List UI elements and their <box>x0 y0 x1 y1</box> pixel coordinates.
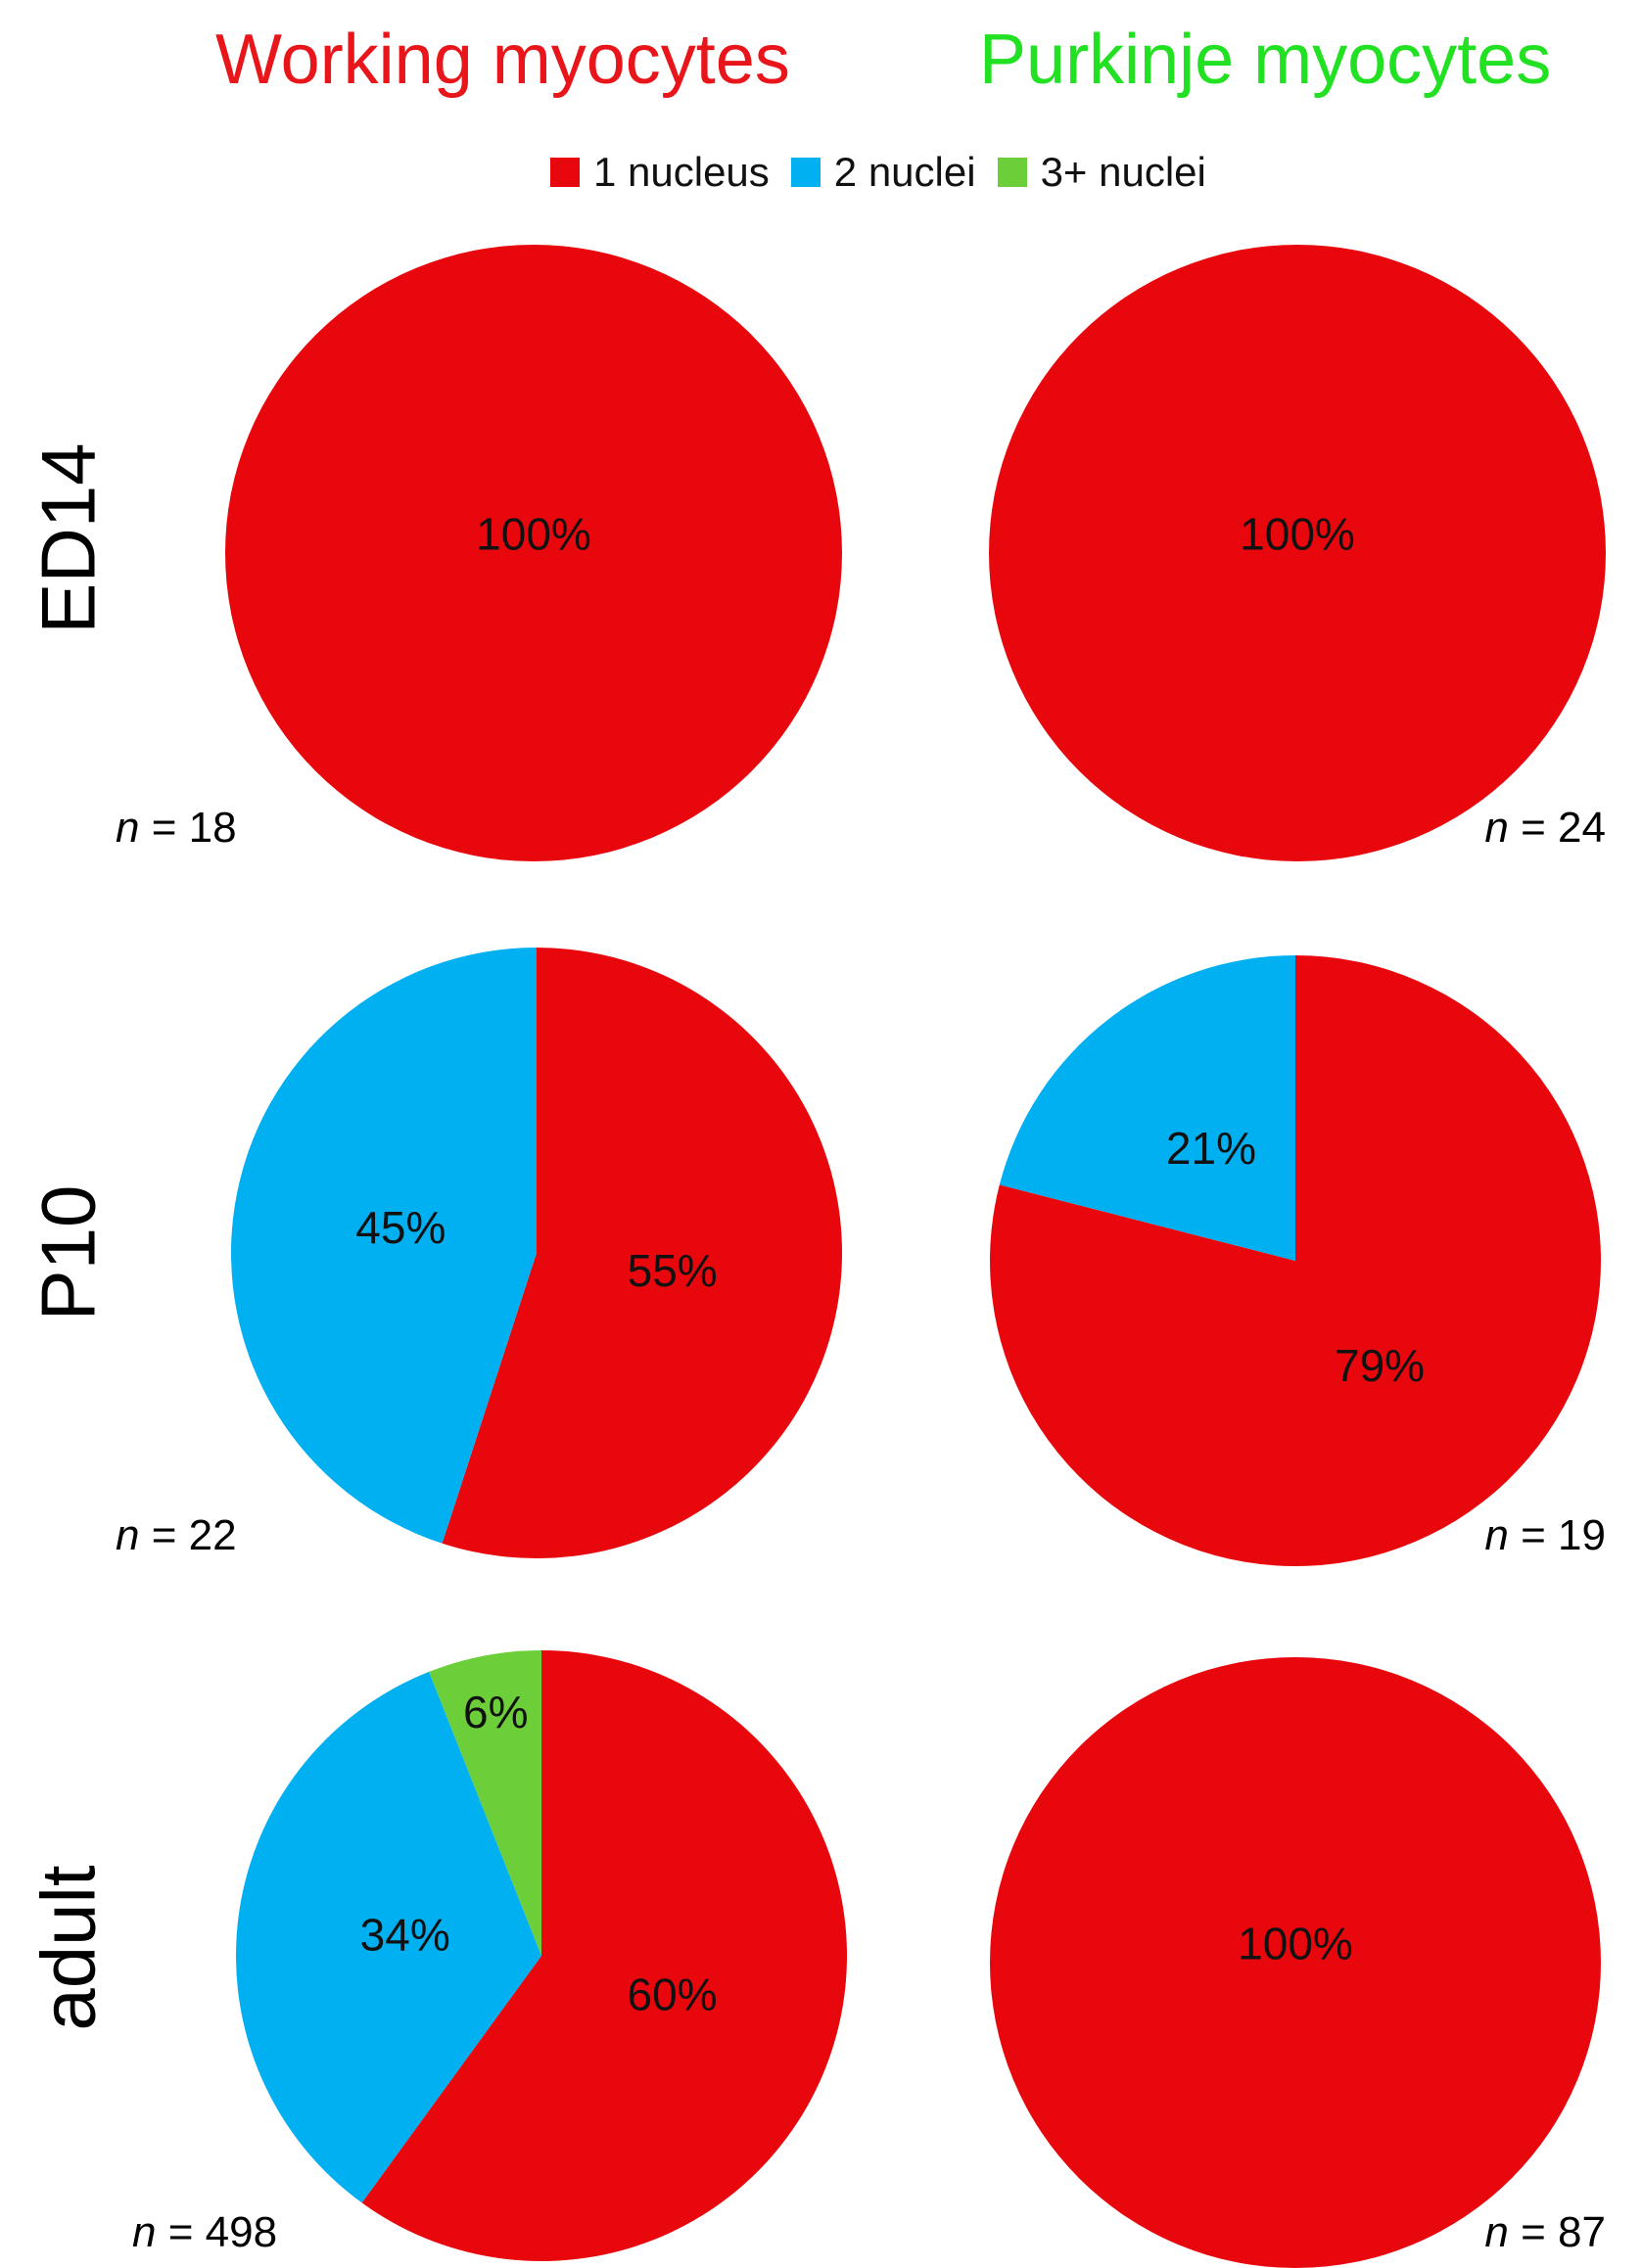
pie-chart-adult-purkinje: 100% n = 87 <box>990 1657 1606 2268</box>
sample-size-label: n = 19 <box>1484 1511 1606 1559</box>
legend-label-1-nucleus: 1 nucleus <box>593 149 770 195</box>
column-title-purkinje: Purkinje myocytes <box>979 21 1552 99</box>
legend-swatch-3plus-nuclei <box>997 158 1027 187</box>
pie-chart-adult-working: 60% 34% 6% n = 498 <box>132 1650 847 2261</box>
slice-label-1-nucleus: 100% <box>1238 1919 1353 1969</box>
pie-slice-2-nuclei <box>999 955 1295 1261</box>
pie-chart-ed14-purkinje: 100% n = 24 <box>989 245 1606 861</box>
sample-size-label: n = 498 <box>132 2208 277 2256</box>
pie-slice-2-nuclei <box>230 948 537 1544</box>
sample-size-label: n = 22 <box>116 1511 237 1559</box>
pie-slice-1-nucleus <box>442 948 842 1558</box>
slice-label-3plus-nuclei: 6% <box>463 1687 528 1737</box>
pie-slice-2-nuclei <box>235 1671 541 2203</box>
column-title-working: Working myocytes <box>215 21 790 99</box>
legend-item-1-nucleus: 1 nucleus <box>550 149 770 196</box>
legend-swatch-2-nuclei <box>790 158 821 187</box>
pie-slice-1-nucleus <box>225 245 842 861</box>
legend-label-3plus-nuclei: 3+ nuclei <box>1040 149 1206 195</box>
sample-size-label: n = 18 <box>116 804 237 852</box>
pie-slice-1-nucleus <box>361 1650 847 2261</box>
legend-label-2-nuclei: 2 nuclei <box>833 149 976 195</box>
slice-label-1-nucleus: 100% <box>1240 508 1355 559</box>
pie-chart-ed14-working: 100% n = 18 <box>116 245 842 861</box>
legend-item-3plus-nuclei: 3+ nuclei <box>997 149 1206 196</box>
slice-label-2-nuclei: 34% <box>360 1910 450 1961</box>
slice-label-2-nuclei: 21% <box>1166 1123 1256 1174</box>
slice-label-1-nucleus: 100% <box>476 508 591 559</box>
legend: 1 nucleus 2 nuclei 3+ nuclei <box>550 149 1228 196</box>
pie-chart-p10-purkinje: 79% 21% n = 19 <box>989 955 1606 1566</box>
legend-swatch-1-nucleus <box>550 158 580 187</box>
pie-slice-1-nucleus <box>989 245 1606 861</box>
slice-label-1-nucleus: 79% <box>1335 1340 1425 1391</box>
pie-slice-1-nucleus <box>990 1657 1601 2268</box>
slice-label-1-nucleus: 60% <box>627 1969 717 2020</box>
pie-slice-3plus-nuclei <box>429 1650 541 1956</box>
slice-label-2-nuclei: 45% <box>355 1202 446 1253</box>
sample-size-label: n = 24 <box>1484 804 1606 852</box>
sample-size-label: n = 87 <box>1484 2208 1606 2256</box>
legend-item-2-nuclei: 2 nuclei <box>790 149 976 196</box>
slice-label-1-nucleus: 55% <box>628 1245 718 1296</box>
pie-chart-p10-working: 55% 45% n = 22 <box>116 948 842 1559</box>
